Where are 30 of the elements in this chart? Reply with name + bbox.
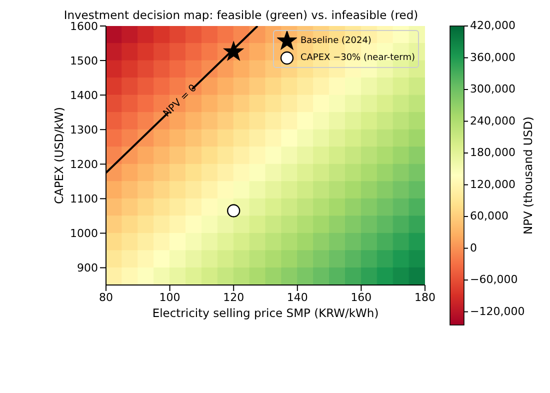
x-tick-label: 160 [350, 290, 372, 304]
color-bar-title: NPV (thousand USD) [521, 116, 535, 235]
x-axis-title: Electricity selling price SMP (KRW/kWh) [152, 306, 379, 320]
color-bar-label: 420,000 [470, 19, 516, 32]
color-bar-label: 360,000 [470, 50, 516, 64]
color-bar-label: 300,000 [470, 82, 516, 96]
color-bar-label: 60,000 [470, 210, 508, 223]
color-bar-label: 240,000 [470, 114, 516, 128]
color-bar-label: 0 [470, 241, 477, 254]
color-bar-label: 120,000 [470, 178, 516, 191]
color-bar-label: −120,000 [470, 304, 525, 318]
x-tick-label: 80 [99, 290, 113, 304]
y-axis-title: CAPEX (USD/kW) [52, 106, 66, 204]
y-tick-label: 1300 [70, 124, 98, 137]
color-bar-label: −60,000 [470, 273, 518, 286]
y-tick-label: 1500 [70, 54, 98, 68]
y-tick-label: 1000 [70, 227, 98, 240]
color-bar-label: 180,000 [470, 146, 516, 160]
x-tick-label: 100 [159, 290, 180, 304]
legend-label: CAPEX −30% (near-term) [300, 52, 415, 62]
x-tick-label: 140 [286, 290, 308, 304]
y-tick-label: 1200 [70, 158, 98, 172]
x-tick-label: 180 [414, 290, 436, 304]
chart-title: Investment decision map: feasible (green) vs. infeasible (red) [62, 8, 420, 22]
y-tick-label: 1100 [70, 192, 98, 206]
y-tick-label: 900 [77, 262, 98, 275]
x-tick-label: 120 [223, 290, 244, 304]
legend-label: Baseline (2024) [300, 36, 372, 46]
y-tick-label: 1400 [70, 88, 98, 102]
y-tick-label: 1600 [70, 20, 98, 33]
